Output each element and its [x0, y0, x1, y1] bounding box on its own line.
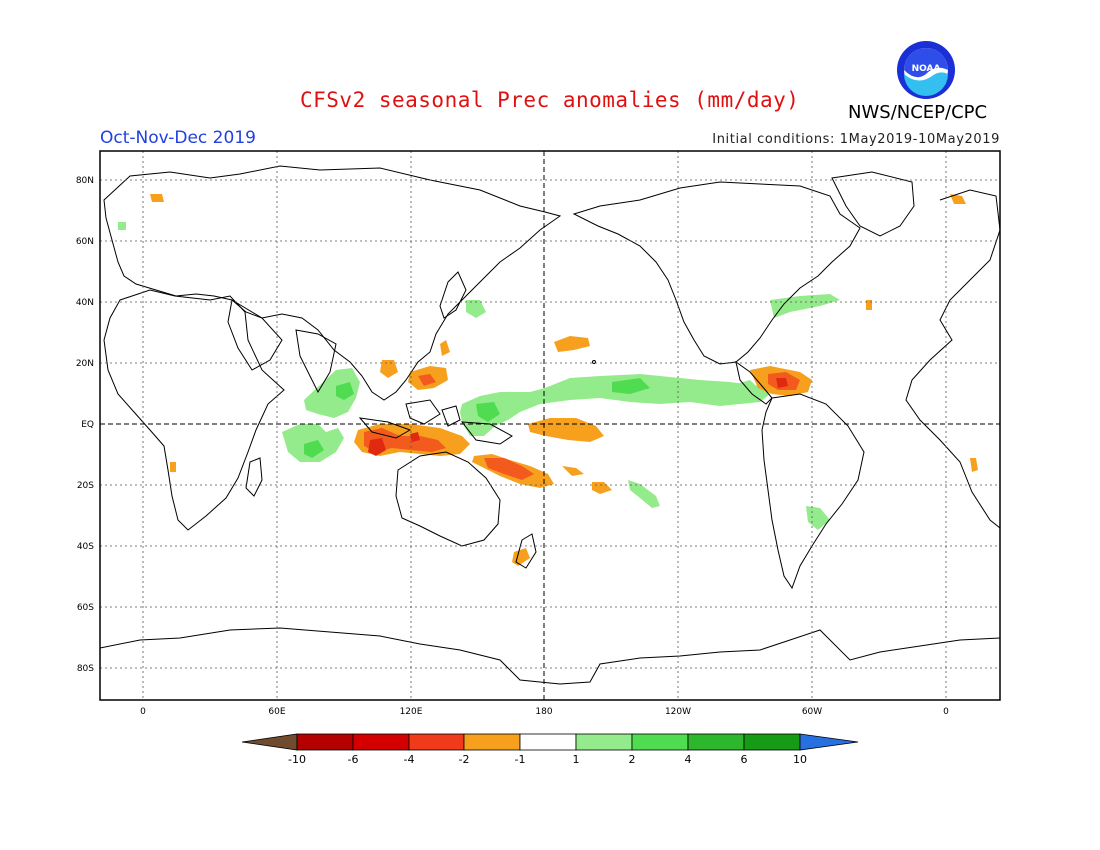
- colorbar-labels: -10 -6 -4 -2 -1 1 2 4 6 10: [288, 753, 807, 766]
- lat-label: EQ: [81, 420, 94, 430]
- lat-label: 60N: [76, 237, 94, 247]
- lat-label: 20N: [76, 359, 94, 369]
- initial-conditions-label: Initial conditions: 1May2019-10May2019: [712, 132, 1000, 147]
- lon-label: 120W: [665, 707, 691, 717]
- colorbar-segment: [519, 733, 577, 751]
- lon-label: 60E: [268, 707, 285, 717]
- lat-label: 80N: [76, 176, 94, 186]
- svg-text:NOAA: NOAA: [912, 64, 941, 74]
- colorbar: [241, 733, 859, 751]
- lon-label: 60W: [802, 707, 822, 717]
- lat-label: 40N: [76, 298, 94, 308]
- longitude-labels: 0 60E 120E 180 120W 60W 0: [140, 707, 949, 717]
- colorbar-segment: [296, 733, 354, 751]
- colorbar-label: -1: [515, 753, 526, 766]
- colorbar-label: -4: [404, 753, 415, 766]
- colorbar-segment: [408, 733, 465, 751]
- latitude-labels: 80N 60N 40N 20N EQ 20S 40S 60S 80S: [76, 176, 94, 674]
- colorbar-segment: [352, 733, 410, 751]
- lat-label: 80S: [77, 664, 94, 674]
- lat-label: 40S: [77, 542, 94, 552]
- map-title: CFSv2 seasonal Prec anomalies (mm/day): [300, 88, 800, 112]
- map-frame: [99, 150, 1001, 701]
- lon-label: 0: [943, 707, 949, 717]
- colorbar-segment: [631, 733, 689, 751]
- anomaly-patches: [118, 194, 978, 566]
- colorbar-label: 2: [629, 753, 636, 766]
- colorbar-label: -2: [459, 753, 470, 766]
- colorbar-segment: [463, 733, 521, 751]
- colorbar-label: -10: [288, 753, 306, 766]
- colorbar-label: 10: [793, 753, 807, 766]
- graticule: [100, 151, 1000, 700]
- lat-label: 60S: [77, 603, 94, 613]
- colorbar-label: 1: [573, 753, 580, 766]
- lon-label: 0: [140, 707, 146, 717]
- lon-label: 180: [535, 707, 552, 717]
- lat-label: 20S: [77, 481, 94, 491]
- colorbar-segment: [687, 733, 745, 751]
- colorbar-segment: [575, 733, 633, 751]
- coastlines: [100, 165, 1000, 685]
- noaa-logo-icon: NOAA: [897, 41, 955, 99]
- agency-label: NWS/NCEP/CPC: [848, 102, 988, 123]
- lon-label: 120E: [400, 707, 423, 717]
- colorbar-label: 6: [741, 753, 748, 766]
- colorbar-segment: [743, 733, 801, 751]
- season-label: Oct-Nov-Dec 2019: [100, 128, 256, 148]
- colorbar-label: -6: [348, 753, 359, 766]
- colorbar-label: 4: [685, 753, 692, 766]
- colorbar-segment: [799, 733, 859, 751]
- equator-dateline: [100, 151, 1000, 700]
- colorbar-segment: [241, 733, 298, 751]
